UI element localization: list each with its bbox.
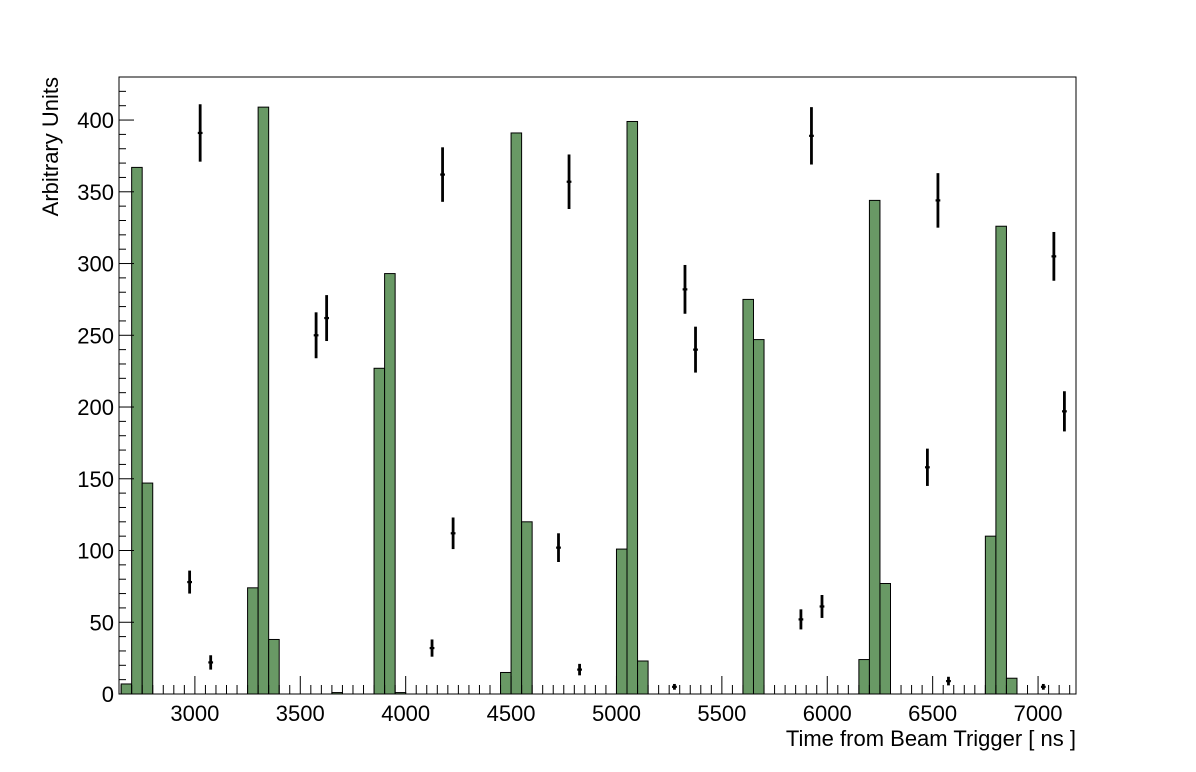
histogram-bin [510, 132, 523, 695]
histogram-bin [247, 587, 259, 695]
histogram-bin [257, 106, 270, 695]
data-point [1040, 683, 1046, 690]
data-point [208, 655, 214, 670]
data-point [682, 264, 688, 314]
data-point [946, 676, 951, 686]
histogram-bin [752, 339, 765, 695]
y-tick-label: 300 [77, 252, 114, 277]
data-point [1062, 391, 1067, 432]
axis-ticks [119, 76, 1071, 695]
histogram-bin [626, 120, 639, 695]
histogram-bin [637, 660, 649, 695]
y-tick-label: 50 [90, 610, 114, 635]
x-tick-label: 6500 [908, 701, 957, 726]
data-point [809, 107, 814, 165]
histogram-bin [384, 273, 396, 695]
x-tick-label: 5500 [697, 701, 746, 726]
histogram-bin [984, 535, 997, 695]
data-point [798, 609, 804, 630]
data-points [187, 104, 1067, 690]
y-axis-title: Arbitrary Units [38, 77, 63, 216]
histogram-bin [995, 225, 1007, 695]
histogram-bin [1005, 677, 1018, 695]
data-point [429, 639, 435, 657]
data-point [819, 594, 825, 618]
data-point [440, 147, 445, 202]
y-tick-label: 250 [77, 323, 114, 348]
histogram-bin [742, 298, 754, 695]
histogram-bin [268, 638, 280, 695]
histogram-bin [521, 521, 533, 695]
data-point [577, 663, 582, 676]
data-point [197, 104, 203, 162]
plot-frame [118, 76, 1077, 695]
x-tick-label: 4000 [381, 701, 430, 726]
x-tick-label: 6000 [803, 701, 852, 726]
data-point [313, 312, 319, 359]
y-tick-label: 400 [77, 108, 114, 133]
data-point [324, 295, 329, 342]
x-tick-label: 4500 [487, 701, 536, 726]
y-tick-label: 150 [77, 467, 114, 492]
y-tick-label: 0 [102, 682, 114, 707]
y-tick-label: 350 [77, 180, 114, 205]
histogram-bin [131, 166, 143, 695]
data-point [925, 448, 930, 486]
histogram-bin [141, 482, 154, 695]
histogram-bin [615, 548, 628, 695]
data-point [1051, 231, 1057, 281]
tick-labels: 3000 3500 4000 4500 5000 5500 6000 6500 7000 0 50 1… [77, 108, 1062, 726]
histogram-bin [500, 671, 512, 695]
y-tick-label: 100 [77, 539, 114, 564]
data-point [935, 173, 941, 228]
histogram-bin [879, 583, 892, 695]
data-point [556, 533, 561, 562]
data-point [693, 326, 698, 373]
x-tick-label: 3000 [170, 701, 219, 726]
histogram-bin [373, 367, 386, 695]
data-point [450, 517, 456, 550]
histogram-bin [868, 199, 881, 695]
x-tick-label: 3500 [276, 701, 325, 726]
x-axis-title: Time from Beam Trigger [ ns ] [786, 726, 1076, 751]
x-tick-label: 7000 [1014, 701, 1063, 726]
histogram-bin [120, 683, 133, 695]
data-point [672, 683, 677, 690]
x-tick-label: 5000 [592, 701, 641, 726]
histogram-bin [858, 659, 870, 695]
data-point [187, 570, 192, 594]
data-point [566, 154, 572, 210]
histogram-bins [120, 106, 1018, 695]
y-tick-label: 200 [77, 395, 114, 420]
